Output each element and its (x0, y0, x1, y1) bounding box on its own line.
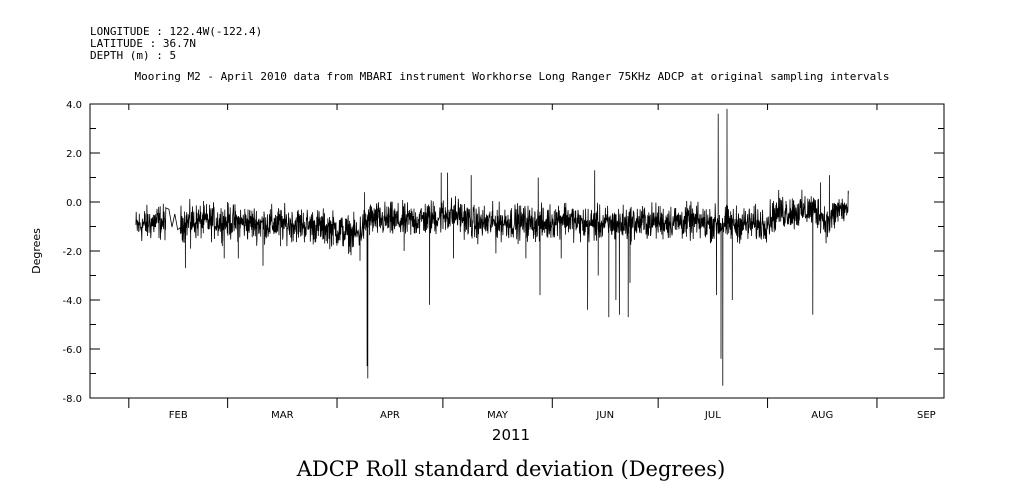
series-layer (135, 108, 849, 386)
x-tick-label: MAR (271, 410, 293, 421)
y-tick-label: -4.0 (62, 296, 82, 307)
x-tick-label: MAY (487, 410, 509, 421)
y-axis: 4.0 2.0 0.0 -2.0 -4.0 -6.0 -8.0 (62, 100, 944, 405)
y-tick-label: -8.0 (62, 394, 82, 405)
chart-caption: ADCP Roll standard deviation (Degrees) (296, 457, 726, 481)
y-tick-label: -2.0 (62, 247, 82, 258)
x-axis: FEB MAR APR MAY JUN JUL AUG SEP (128, 104, 936, 421)
y-axis-title: Degrees (30, 228, 43, 274)
plot-frame (89, 103, 945, 399)
x-axis-title: 2011 (492, 426, 530, 444)
y-tick-label: 2.0 (66, 149, 82, 160)
y-tick-label: 0.0 (66, 198, 82, 209)
y-tick-label: -6.0 (62, 345, 82, 356)
y-tick-label: 4.0 (66, 100, 82, 111)
chart-title: Mooring M2 - April 2010 data from MBARI … (135, 70, 890, 83)
x-tick-label: AUG (811, 410, 833, 421)
x-tick-label: JUL (704, 410, 721, 421)
roll-std-series-line (135, 108, 849, 386)
depth-label: DEPTH (m) : 5 (90, 49, 176, 62)
x-tick-label: FEB (169, 410, 188, 421)
x-tick-label: APR (380, 410, 400, 421)
x-tick-label: SEP (917, 410, 936, 421)
longitude-label: LONGITUDE : 122.4W(-122.4) (90, 25, 262, 38)
x-tick-label: JUN (595, 410, 614, 421)
latitude-label: LATITUDE : 36.7N (90, 37, 196, 50)
